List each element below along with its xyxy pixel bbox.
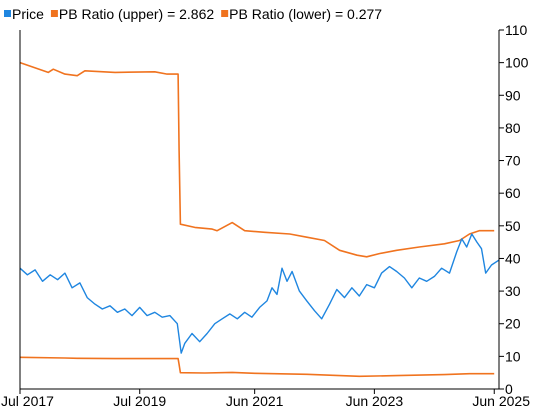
y-tick-label: 30 [505, 283, 521, 299]
plot-area [19, 61, 500, 378]
y-tick-label: 70 [505, 153, 521, 169]
chart-legend: Price PB Ratio (upper) = 2.862 PB Ratio (l… [4, 6, 382, 22]
legend-swatch [221, 10, 229, 17]
legend-entry: PB Ratio (lower) = 0.277 [229, 6, 382, 22]
series-line-pb-ratio-lower [19, 356, 495, 378]
legend-swatch [50, 10, 58, 17]
legend-entry: Price [12, 6, 44, 22]
x-tick-label: Jun 2023 [346, 393, 404, 409]
y-tick-label: 100 [505, 55, 529, 71]
chart-axes: 0 10 20 30 40 50 60 70 80 90 100 110 Jul 2017 Jul 201… [1, 22, 530, 409]
x-tick-label: Jun 2025 [472, 393, 530, 409]
y-tick-label: 0 [505, 381, 513, 397]
x-tick-label: Jul 2017 [1, 393, 54, 409]
y-tick-label: 80 [505, 120, 521, 136]
y-tick-label: 110 [505, 22, 528, 38]
y-tick-label: 50 [505, 218, 521, 234]
x-tick-label: Jul 2019 [113, 393, 166, 409]
y-tick-label: 40 [505, 250, 521, 266]
series-line-pb-ratio-upper [19, 61, 495, 258]
y-tick-label: 90 [505, 87, 521, 103]
legend-swatch [4, 10, 11, 17]
legend-entry: PB Ratio (upper) = 2.862 [59, 6, 214, 22]
y-tick-label: 20 [505, 316, 521, 332]
y-tick-label: 60 [505, 185, 521, 201]
y-tick-label: 10 [505, 348, 521, 364]
x-tick-label: Jun 2021 [226, 393, 284, 409]
series-line-price [19, 233, 500, 354]
